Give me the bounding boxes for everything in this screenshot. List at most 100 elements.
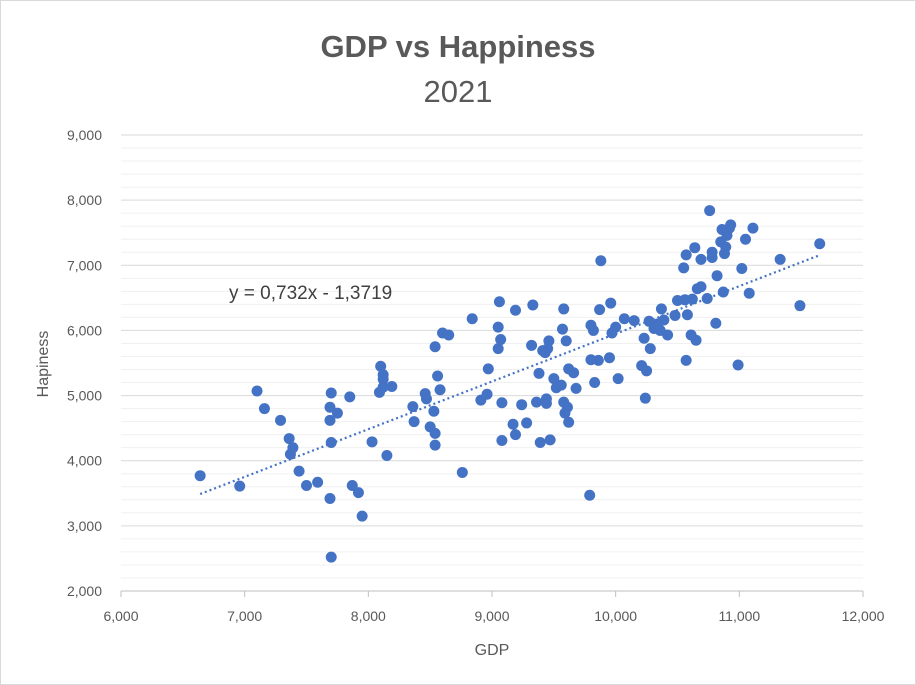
data-point xyxy=(711,270,723,282)
data-point xyxy=(662,329,674,341)
data-point xyxy=(618,313,630,325)
chart-title: GDP vs Happiness xyxy=(320,29,595,64)
x-tick-label: 6,000 xyxy=(103,608,138,624)
data-point xyxy=(521,417,533,429)
data-point xyxy=(344,391,356,403)
data-point xyxy=(509,429,521,441)
data-point xyxy=(592,354,604,366)
data-point xyxy=(377,381,389,393)
x-tick-label: 8,000 xyxy=(351,608,386,624)
chart-subtitle: 2021 xyxy=(424,74,493,109)
data-point xyxy=(312,476,324,488)
data-point xyxy=(639,392,651,404)
data-point xyxy=(695,281,707,293)
data-point xyxy=(496,435,508,447)
y-tick-label: 3,000 xyxy=(67,518,102,534)
data-point xyxy=(689,242,701,254)
data-point xyxy=(641,365,653,377)
data-point xyxy=(605,297,617,309)
data-point xyxy=(544,434,556,446)
data-point xyxy=(594,304,606,316)
data-point xyxy=(366,436,378,448)
y-tick-label: 8,000 xyxy=(67,192,102,208)
x-tick-label: 12,000 xyxy=(842,608,885,624)
data-point xyxy=(610,321,622,333)
data-point xyxy=(584,489,596,501)
data-point xyxy=(481,388,493,400)
data-point xyxy=(375,360,387,372)
data-point xyxy=(706,246,718,258)
data-point xyxy=(251,385,263,397)
data-point xyxy=(548,373,560,385)
data-point xyxy=(681,309,693,321)
data-point xyxy=(774,253,786,265)
data-point xyxy=(324,492,336,504)
data-point xyxy=(234,480,246,492)
data-point xyxy=(443,329,455,341)
data-point xyxy=(516,399,528,411)
data-point xyxy=(507,418,519,430)
data-point xyxy=(456,466,468,478)
y-tick-label: 5,000 xyxy=(67,388,102,404)
data-point xyxy=(612,373,624,385)
data-point xyxy=(194,470,206,482)
data-point xyxy=(533,367,545,379)
major-gridlines xyxy=(121,134,863,592)
data-point xyxy=(352,487,364,499)
data-point xyxy=(644,343,656,355)
data-point xyxy=(482,363,494,375)
data-point xyxy=(275,414,287,426)
y-tick-label: 9,000 xyxy=(67,127,102,143)
data-point xyxy=(325,551,337,563)
data-point xyxy=(325,387,337,399)
data-point xyxy=(496,397,508,409)
data-point xyxy=(466,313,478,325)
data-point xyxy=(407,401,419,413)
data-point xyxy=(690,334,702,346)
data-point xyxy=(556,323,568,335)
data-point xyxy=(680,354,692,366)
data-point xyxy=(493,296,505,308)
x-tick-label: 11,000 xyxy=(718,608,760,624)
data-point xyxy=(495,334,507,346)
data-point xyxy=(587,324,599,336)
data-point xyxy=(492,343,504,355)
data-point xyxy=(747,222,759,234)
data-points xyxy=(194,205,826,563)
data-point xyxy=(434,384,446,396)
data-point xyxy=(428,405,440,417)
data-point xyxy=(324,414,336,426)
minor-gridlines xyxy=(121,147,863,579)
data-point xyxy=(678,262,690,274)
data-point xyxy=(534,436,546,448)
data-point xyxy=(736,263,748,275)
data-point xyxy=(509,304,521,316)
data-point xyxy=(655,303,667,315)
data-point xyxy=(531,396,543,408)
data-point xyxy=(563,416,575,428)
y-tick-label: 4,000 xyxy=(67,453,102,469)
data-point xyxy=(324,401,336,413)
data-point xyxy=(701,293,713,305)
data-point xyxy=(725,219,737,231)
data-point xyxy=(429,427,441,439)
data-point xyxy=(408,416,420,428)
data-point xyxy=(680,249,692,261)
data-point xyxy=(638,332,650,344)
y-tick-label: 6,000 xyxy=(67,322,102,338)
data-point xyxy=(695,253,707,265)
trendline xyxy=(199,254,821,496)
x-tick-label: 10,000 xyxy=(594,608,637,624)
data-point xyxy=(540,397,552,409)
data-point xyxy=(568,367,580,379)
data-point xyxy=(346,479,358,491)
data-point xyxy=(331,407,343,419)
y-axis-label: Hapiness xyxy=(35,331,52,398)
y-tick-label: 7,000 xyxy=(67,257,102,273)
x-tick-label: 9,000 xyxy=(474,608,509,624)
data-point xyxy=(301,479,312,491)
data-point xyxy=(743,287,755,299)
data-point xyxy=(740,233,752,245)
data-point xyxy=(386,380,398,392)
